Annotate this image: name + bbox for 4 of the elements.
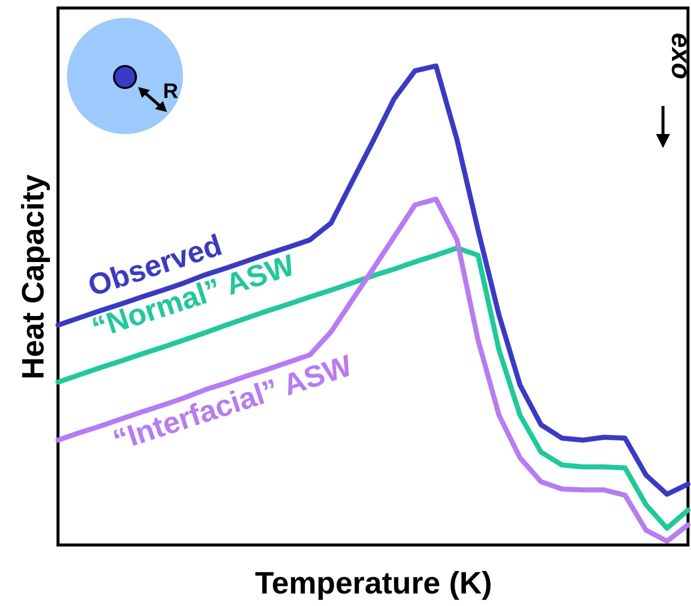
annotation: R — [163, 80, 178, 103]
x-axis-title: Temperature (K) — [254, 566, 492, 600]
y-axis-title: Heat Capacity — [16, 174, 50, 380]
annotation: exo — [666, 32, 691, 80]
